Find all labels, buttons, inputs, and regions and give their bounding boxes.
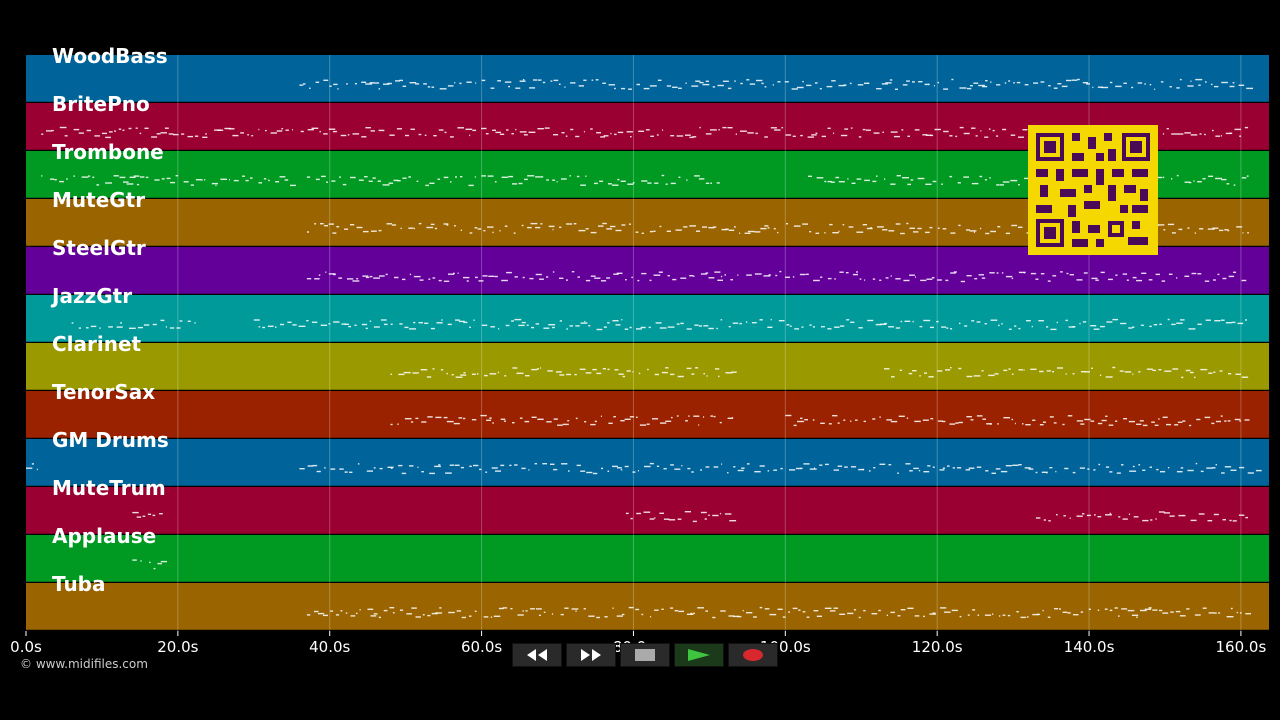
track-label: MuteTrum (52, 476, 166, 500)
note-marks (299, 78, 1253, 90)
track-lane (26, 535, 1269, 582)
track-label: Clarinet (52, 332, 142, 356)
stop-button[interactable] (620, 643, 670, 667)
note-marks (71, 318, 1247, 331)
track-label: Trombone (52, 140, 164, 164)
track-lane (26, 295, 1269, 342)
note-marks (306, 270, 1247, 283)
copyright-text: © www.midifiles.com (20, 657, 148, 671)
track-label: SteelGtr (52, 236, 146, 260)
fast-forward-button[interactable] (566, 643, 616, 667)
stop-icon (635, 649, 655, 661)
track-label: BritePno (52, 92, 150, 116)
time-tick-label: 120.0s (911, 638, 963, 656)
track-label: GM Drums (52, 428, 169, 452)
note-marks (390, 414, 1250, 427)
time-tick-label: 40.0s (309, 638, 351, 656)
record-button[interactable] (728, 643, 778, 667)
note-marks (390, 366, 1249, 379)
track-label: Tuba (52, 572, 106, 596)
track-lane (26, 343, 1269, 390)
play-button[interactable] (674, 643, 724, 667)
track-label: WoodBass (52, 44, 168, 68)
note-marks (132, 511, 1248, 523)
track-label: MuteGtr (52, 188, 146, 212)
track-lane (26, 55, 1269, 102)
track-lane (26, 439, 1269, 486)
play-icon (688, 649, 710, 661)
playback-controls (512, 643, 778, 667)
fast-forward-icon (581, 649, 601, 661)
qr-code-icon (1028, 125, 1158, 255)
track-label: JazzGtr (52, 284, 133, 308)
track-lane (26, 391, 1269, 438)
track-lane (26, 487, 1269, 534)
track-label: TenorSax (52, 380, 156, 404)
record-icon (743, 649, 763, 661)
note-marks (306, 606, 1251, 619)
rewind-button[interactable] (512, 643, 562, 667)
time-tick-label: 160.0s (1215, 638, 1267, 656)
note-marks (132, 559, 167, 570)
note-marks (26, 462, 1262, 475)
time-tick-label: 60.0s (460, 638, 503, 656)
track-lane (26, 583, 1269, 630)
time-tick-label: 0.0s (10, 638, 42, 656)
note-marks (306, 222, 1249, 235)
time-tick-label: 140.0s (1063, 638, 1115, 656)
rewind-icon (527, 649, 547, 661)
time-tick-label: 20.0s (157, 638, 199, 656)
track-label: Applause (52, 524, 157, 548)
